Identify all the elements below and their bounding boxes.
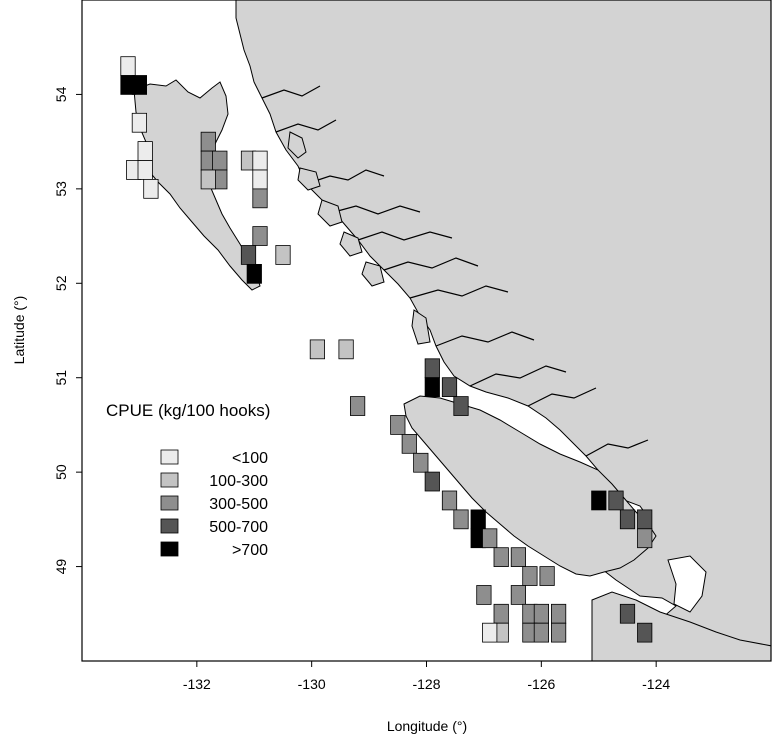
cpue-cell <box>637 528 653 549</box>
y-tick-label: 54 <box>53 86 69 102</box>
legend: CPUE (kg/100 hooks) <100 100-300 300-500 50… <box>106 401 270 559</box>
cpue-cell <box>424 471 440 492</box>
cpue-cell <box>539 566 555 586</box>
cpue-cell <box>424 377 440 398</box>
cpue-cell <box>551 622 567 643</box>
cpue-cell <box>551 603 567 624</box>
mainland-land <box>235 0 771 661</box>
cpue-cell <box>510 585 527 605</box>
cpue-cell <box>137 141 153 161</box>
cpue-cell <box>453 396 469 416</box>
olympic-peninsula <box>591 591 771 661</box>
cpue-cell <box>619 603 636 624</box>
y-tick-label: 49 <box>53 559 69 575</box>
cpue-cell <box>510 547 527 568</box>
cpue-cell <box>401 433 417 454</box>
cpue-cell <box>143 178 159 199</box>
x-tick-label: -128 <box>412 676 440 692</box>
cpue-cell <box>482 622 498 643</box>
legend-title: CPUE (kg/100 hooks) <box>106 401 270 420</box>
coastal-islands <box>287 131 431 345</box>
cpue-cell <box>470 509 486 530</box>
cpue-cell <box>338 339 354 360</box>
cpue-cell <box>619 509 636 530</box>
cpue-cell <box>309 339 326 360</box>
legend-swatch <box>160 518 179 534</box>
cpue-cell <box>533 622 550 643</box>
cpue-cell <box>349 396 366 416</box>
y-axis-title: Latitude (°) <box>11 296 27 365</box>
cpue-cell <box>493 547 509 568</box>
cpue-cell <box>240 245 257 265</box>
x-tick-label: -132 <box>183 676 211 692</box>
cpue-cell <box>608 490 624 511</box>
cpue-cell <box>413 452 429 473</box>
cpue-cell <box>453 509 469 530</box>
cpue-cell <box>482 528 498 549</box>
vancouver-island <box>403 395 657 577</box>
legend-items: <100 100-300 300-500 500-700 >700 <box>160 449 268 559</box>
cpue-cell <box>120 56 136 77</box>
cpue-cell <box>493 603 509 624</box>
legend-swatch <box>160 472 179 488</box>
y-tick-label: 52 <box>53 275 69 291</box>
y-tick-label: 50 <box>53 464 69 480</box>
cpue-cell <box>533 603 550 624</box>
puget-lowland <box>667 555 707 613</box>
cpue-cell <box>131 112 147 133</box>
legend-swatch <box>160 495 179 511</box>
cpue-cell <box>637 622 653 643</box>
cpue-cell <box>252 226 268 246</box>
cpue-cell <box>275 245 291 265</box>
cpue-cell <box>246 263 262 284</box>
axes: -132 -130 -128 -126 -124 54 53 52 51 50 49 <box>53 86 670 692</box>
cpue-cell <box>522 566 538 586</box>
legend-label: 100-300 <box>209 473 268 490</box>
legend-swatch <box>160 449 179 465</box>
cpue-cell <box>591 490 607 511</box>
cpue-cell <box>137 160 153 180</box>
map-area <box>133 0 771 661</box>
cpue-cell <box>212 150 228 171</box>
x-tick-label: -126 <box>527 676 555 692</box>
cpue-cells <box>120 56 653 643</box>
cpue-cell <box>637 509 653 530</box>
x-axis-title: Longitude (°) <box>387 718 467 734</box>
fjord-inlets <box>261 85 649 457</box>
y-tick-label: 51 <box>53 370 69 386</box>
legend-label: 300-500 <box>209 496 268 513</box>
cpue-cell <box>476 585 492 605</box>
cpue-cell <box>390 415 406 435</box>
cpue-cell <box>252 169 268 190</box>
legend-label: >700 <box>232 542 268 559</box>
cpue-cell <box>441 377 458 398</box>
cpue-cell <box>131 75 147 95</box>
cpue-cell <box>200 131 216 152</box>
x-tick-label: -130 <box>298 676 326 692</box>
cpue-cell <box>200 169 216 190</box>
cpue-cell <box>441 490 458 511</box>
cpue-cell <box>252 188 268 209</box>
cpue-cell <box>424 358 440 379</box>
legend-swatch <box>160 541 179 557</box>
legend-label: <100 <box>232 450 268 467</box>
x-tick-label: -124 <box>642 676 670 692</box>
y-tick-label: 53 <box>53 181 69 197</box>
legend-label: 500-700 <box>209 519 268 536</box>
cpue-cell <box>252 150 268 171</box>
